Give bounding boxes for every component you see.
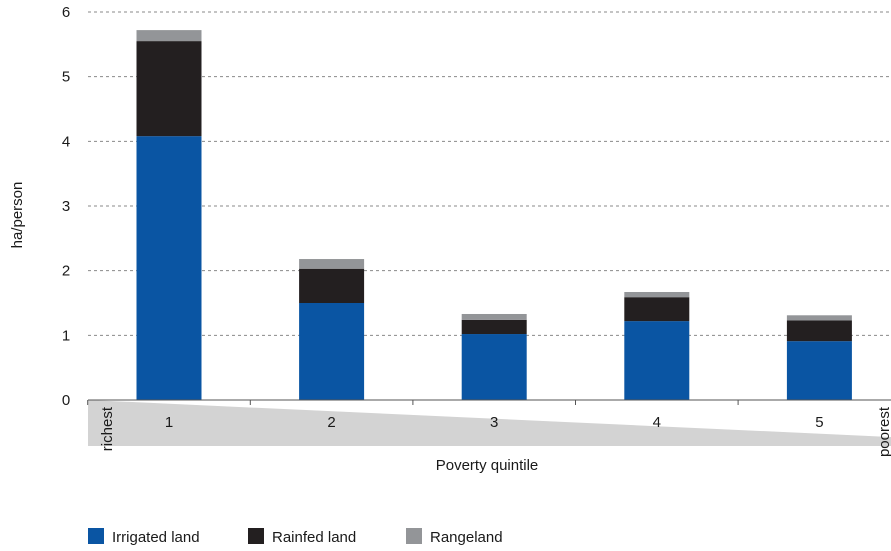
bar-segment xyxy=(624,297,690,322)
legend-swatch xyxy=(88,528,104,544)
bar-segment xyxy=(136,30,202,42)
legend-item: Rangeland xyxy=(406,528,503,546)
y-tick-label: 0 xyxy=(62,392,70,409)
x-tick-label: 3 xyxy=(490,414,498,431)
bar-segment xyxy=(299,268,365,303)
poverty-gradient-wedge xyxy=(88,400,891,446)
bar-segment xyxy=(786,315,852,321)
bar-segment xyxy=(299,303,365,400)
x-tick-label: 1 xyxy=(165,414,173,431)
x-axis-ticks xyxy=(87,400,739,405)
bar-segment xyxy=(624,292,690,298)
bar-segment xyxy=(136,41,202,137)
y-tick-label: 2 xyxy=(62,263,70,280)
x-tick-label: 4 xyxy=(653,414,661,431)
gridlines xyxy=(88,11,891,336)
x-axis-label: Poverty quintile xyxy=(436,457,539,474)
x-tick-label: 2 xyxy=(327,414,335,431)
legend-swatch xyxy=(248,528,264,544)
richest-annotation: richest xyxy=(99,406,116,451)
bar-segment xyxy=(461,334,527,400)
y-axis-tick-labels: 0 1 2 3 4 5 6 xyxy=(62,4,70,409)
legend-label: Rangeland xyxy=(430,529,503,546)
poorest-annotation: poorest xyxy=(876,406,891,457)
y-tick-label: 6 xyxy=(62,4,70,21)
bar-segment xyxy=(786,320,852,342)
legend-label: Rainfed land xyxy=(272,529,356,546)
y-tick-label: 5 xyxy=(62,69,70,86)
bar-segment xyxy=(624,321,690,400)
y-tick-label: 1 xyxy=(62,327,70,344)
legend-label: Irrigated land xyxy=(112,529,200,546)
bar-segment xyxy=(461,313,527,320)
bar-segment xyxy=(136,136,202,400)
bar-segment xyxy=(786,341,852,400)
y-tick-label: 3 xyxy=(62,198,70,215)
legend: Irrigated land Rainfed land Rangeland xyxy=(88,528,503,546)
legend-item: Irrigated land xyxy=(88,528,200,546)
y-tick-label: 4 xyxy=(62,133,70,150)
x-tick-label: 5 xyxy=(815,414,823,431)
bar-segment xyxy=(299,259,365,269)
legend-swatch xyxy=(406,528,422,544)
y-axis-label: ha/person xyxy=(9,182,26,249)
legend-item: Rainfed land xyxy=(248,528,356,546)
bar-segment xyxy=(461,319,527,335)
x-axis-tick-labels: 1 2 3 4 5 xyxy=(165,414,824,431)
bars xyxy=(136,30,852,400)
